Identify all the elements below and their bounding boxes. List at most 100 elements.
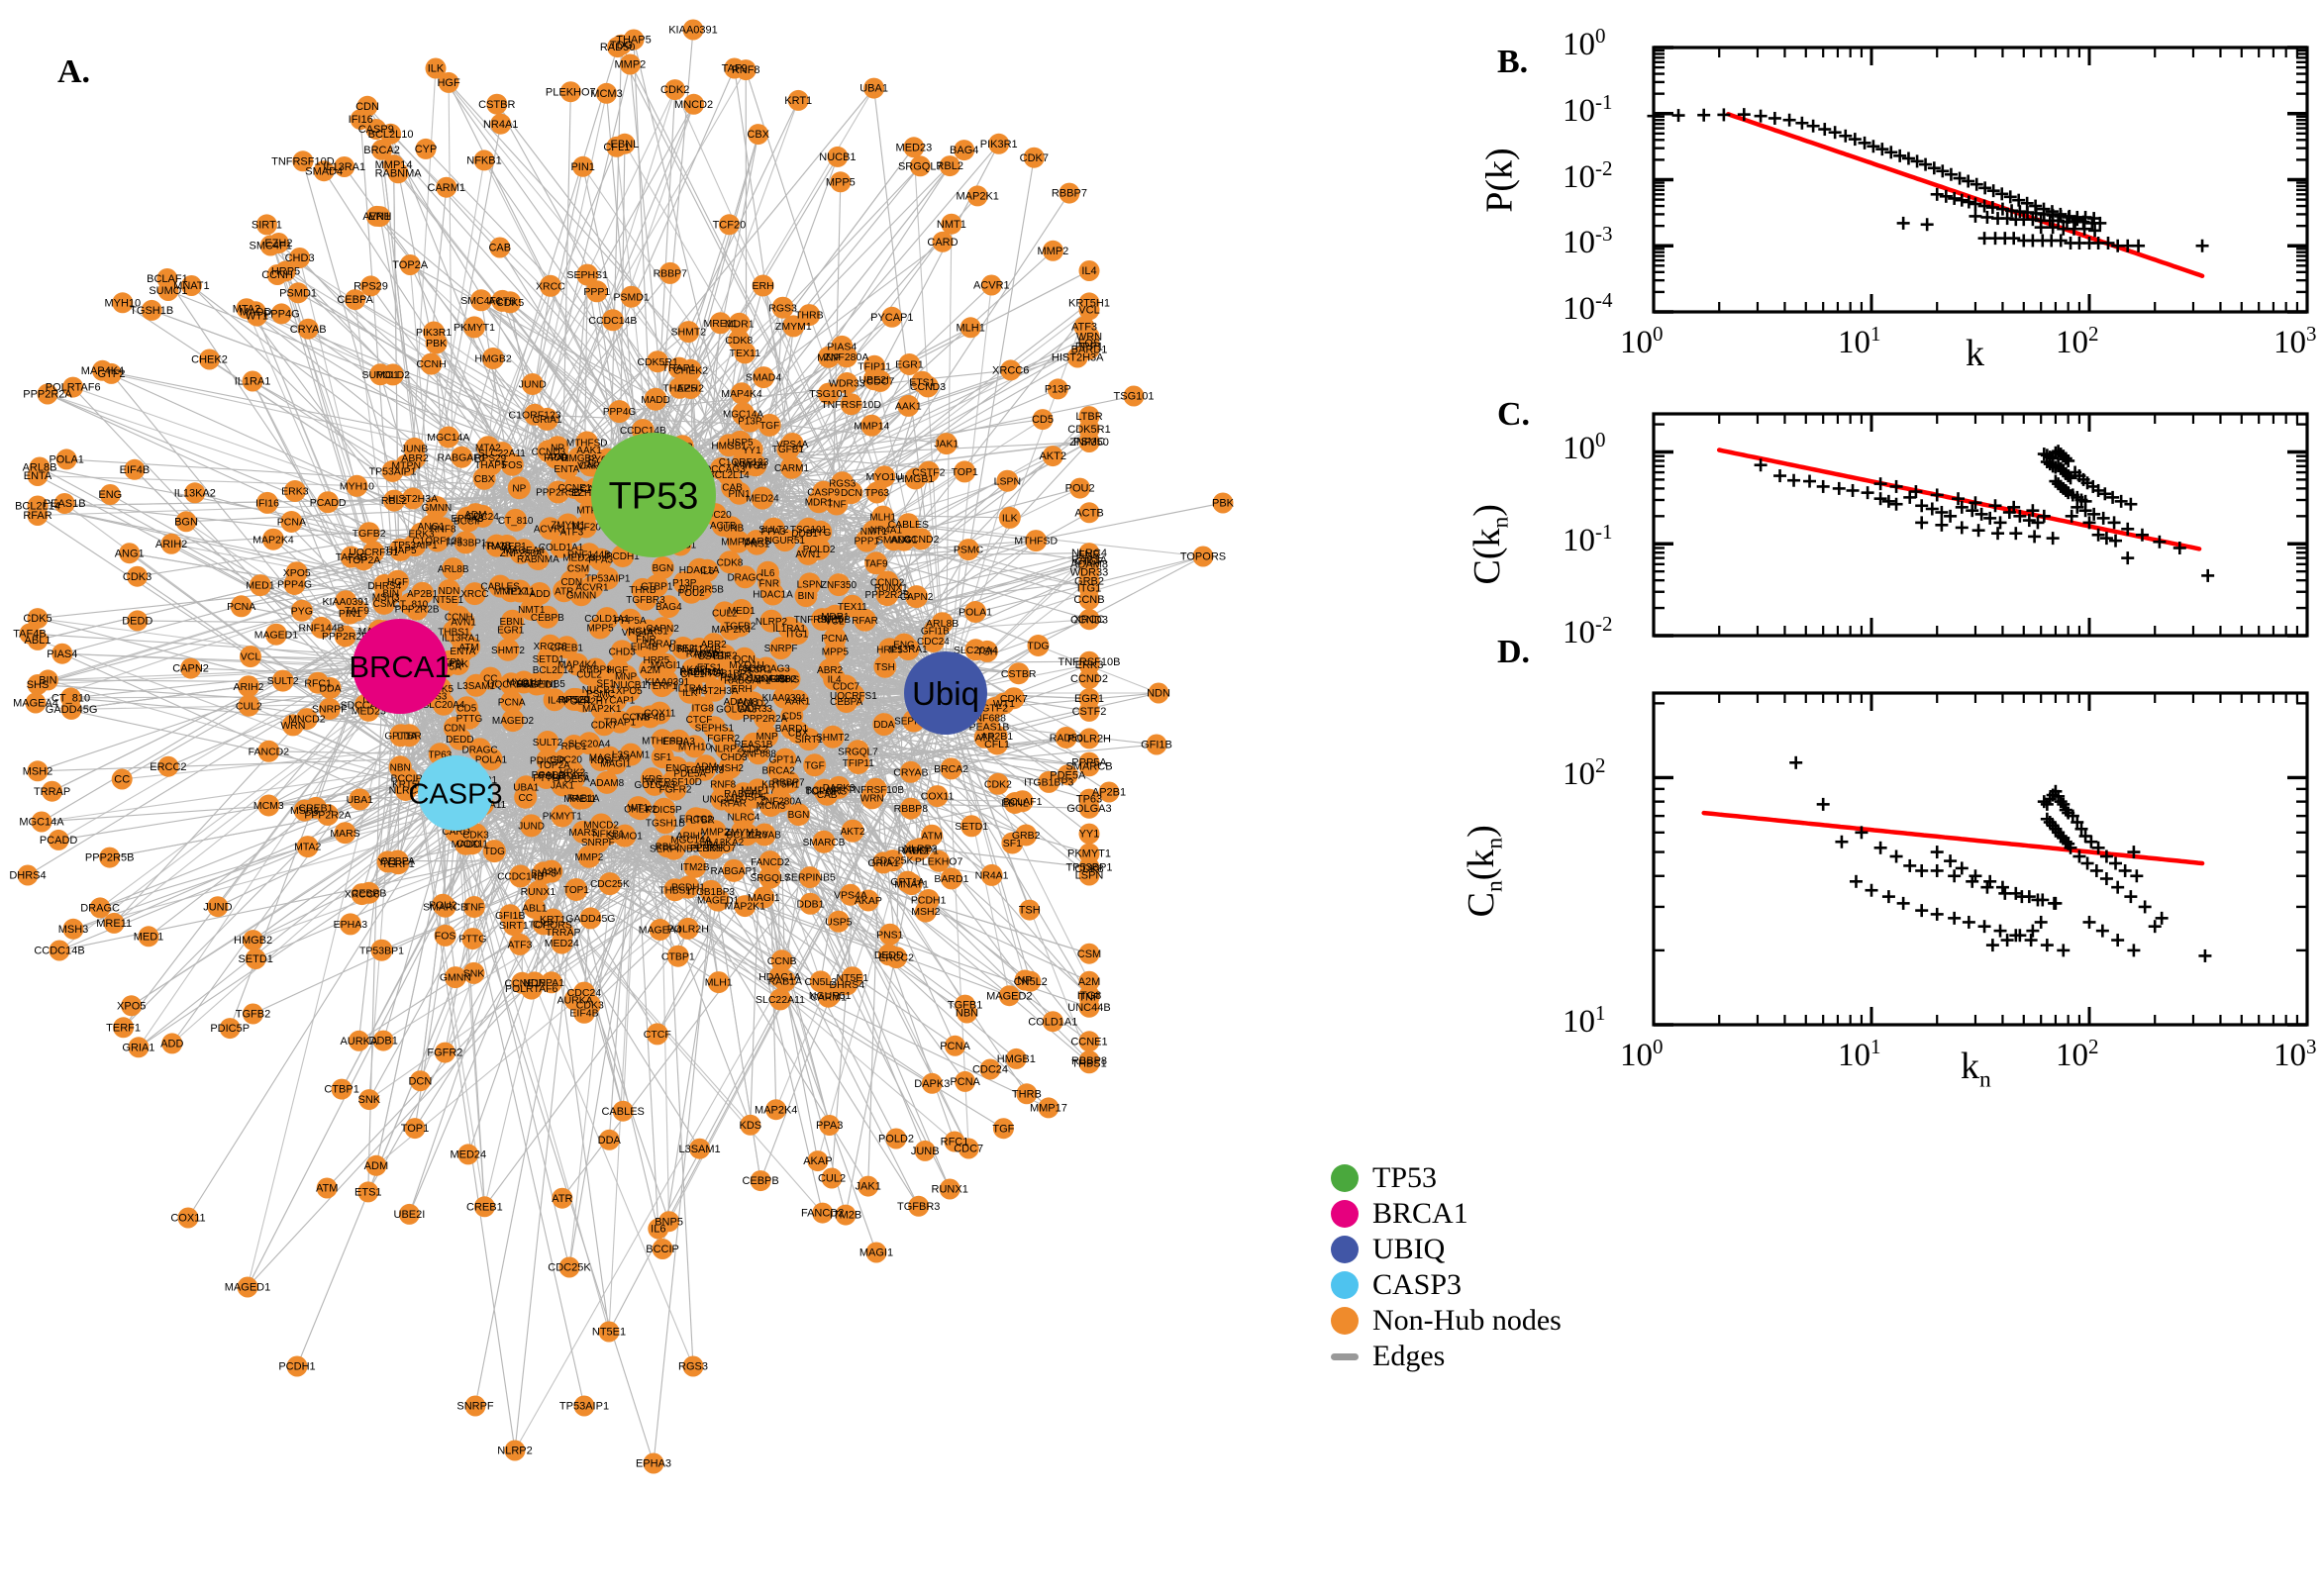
network-node-label: ARL8B bbox=[23, 462, 57, 474]
network-node-label: TGFB2 bbox=[353, 528, 386, 540]
network-node-label: SEPHS1 bbox=[566, 269, 608, 281]
network-node bbox=[349, 788, 371, 811]
network-node bbox=[643, 772, 666, 796]
network-node bbox=[514, 775, 538, 799]
network-node-label: VPS4A bbox=[834, 889, 867, 901]
network-node-label: COX11 bbox=[644, 709, 675, 720]
network-node-label: EGR1 bbox=[1074, 693, 1104, 705]
network-node-label: BAG4 bbox=[950, 145, 978, 156]
network-node-label: CCDC14B bbox=[34, 946, 84, 957]
network-node-label: PPP4G bbox=[603, 407, 637, 418]
network-node bbox=[425, 332, 448, 354]
network-node-label: CDC25K bbox=[590, 879, 630, 890]
network-node bbox=[745, 532, 768, 555]
network-node-label: XRCC6 bbox=[345, 889, 380, 901]
network-node bbox=[709, 312, 732, 335]
network-node-label: ATR bbox=[555, 586, 573, 597]
network-node bbox=[613, 824, 637, 848]
network-node bbox=[847, 751, 870, 774]
network-node-label: MTA2 bbox=[294, 842, 321, 853]
network-node-label: CTBP1 bbox=[324, 1084, 358, 1096]
network-node bbox=[707, 971, 730, 994]
network-node-label: UBA1 bbox=[859, 83, 888, 95]
network-node-label: MED24 bbox=[450, 1149, 486, 1161]
network-node-label: NUCB1 bbox=[582, 685, 616, 696]
network-node bbox=[861, 520, 885, 544]
network-node-label: NT5E1 bbox=[836, 972, 868, 984]
network-node-label: TSG101 bbox=[809, 388, 848, 400]
network-node bbox=[873, 465, 896, 488]
network-node bbox=[875, 570, 899, 594]
network-node bbox=[478, 666, 502, 690]
network-node-label: BGN bbox=[653, 563, 674, 574]
network-node-label: NFKB1 bbox=[466, 155, 501, 167]
network-node bbox=[985, 725, 1008, 748]
network-node bbox=[346, 474, 368, 497]
network-node-label: CCNE1 bbox=[1070, 1036, 1107, 1047]
network-node-label: ACTB bbox=[1074, 507, 1103, 519]
network-node bbox=[743, 737, 766, 760]
network-node-label: TOP1 bbox=[952, 466, 978, 478]
network-node bbox=[699, 879, 723, 903]
network-node bbox=[695, 558, 719, 582]
network-node-label: HIST2H3A bbox=[1052, 352, 1104, 364]
network-node bbox=[539, 274, 561, 297]
network-node-label: MMP2 bbox=[1038, 246, 1069, 257]
network-node bbox=[964, 639, 987, 661]
network-node-label: PPP4G bbox=[263, 309, 300, 321]
network-node-label: PPP2R2A bbox=[304, 810, 351, 822]
network-node bbox=[702, 633, 726, 656]
network-node-label: PPP2R5B bbox=[536, 488, 580, 499]
network-node-label: RBBP8 bbox=[1071, 1055, 1107, 1067]
network-node-label: ATR bbox=[552, 1193, 572, 1205]
legend-item-brca1: BRCA1 bbox=[1331, 1196, 1562, 1232]
network-node bbox=[619, 608, 642, 632]
network-node-label: FGFR2 bbox=[427, 1047, 462, 1059]
network-node bbox=[666, 729, 690, 752]
y-tick-label: 101 bbox=[1563, 1001, 1606, 1040]
network-node-label: MMP17 bbox=[494, 586, 529, 597]
network-node bbox=[523, 896, 546, 919]
network-node-label: XPO5 bbox=[616, 686, 643, 697]
network-node-label: CDC24 bbox=[972, 1064, 1008, 1076]
network-node-label: ILK bbox=[1002, 513, 1018, 525]
network-node-label: EIF4B bbox=[120, 464, 151, 476]
network-node bbox=[827, 910, 850, 933]
network-node-label: PYCAP1 bbox=[870, 312, 913, 324]
network-node-label: DCN bbox=[841, 488, 862, 499]
network-node-label: RAB1A bbox=[567, 793, 600, 804]
network-node-label: GMNN bbox=[440, 972, 471, 984]
network-node bbox=[579, 907, 602, 930]
network-node-label: LSPN bbox=[1075, 870, 1104, 882]
network-node bbox=[555, 636, 578, 659]
network-node bbox=[898, 353, 921, 375]
network-node bbox=[257, 794, 280, 817]
legend-label: Non-Hub nodes bbox=[1372, 1304, 1562, 1337]
network-node-label: DEDD bbox=[122, 616, 152, 628]
network-node-label: CCNB bbox=[1073, 594, 1104, 606]
network-node bbox=[769, 637, 793, 660]
network-node-label: KDS bbox=[739, 1120, 761, 1132]
network-node bbox=[998, 506, 1021, 529]
network-node-label: BRCA2 bbox=[762, 765, 796, 776]
network-node bbox=[727, 530, 750, 553]
network-node bbox=[520, 814, 544, 838]
network-node bbox=[501, 709, 525, 733]
network-node-label: ATM bbox=[316, 1183, 338, 1195]
network-node bbox=[527, 880, 550, 903]
network-node-label: TSG101 bbox=[1114, 391, 1155, 403]
network-node bbox=[926, 785, 949, 808]
network-node-label: PKMYT1 bbox=[543, 812, 582, 823]
network-node bbox=[479, 748, 503, 771]
network-node-label: MMP2 bbox=[734, 460, 762, 471]
network-node-label: PNS1 bbox=[876, 929, 904, 941]
network-node-label: SMARCB bbox=[803, 838, 846, 848]
network-node bbox=[381, 363, 404, 386]
network-node bbox=[404, 447, 427, 469]
network-node-label: NUCB1 bbox=[819, 151, 856, 163]
network-node-label: RABGAP1 bbox=[437, 451, 486, 463]
network-node-label: PPP5A bbox=[614, 616, 647, 627]
network-node bbox=[572, 981, 595, 1004]
network-node-label: LTBR bbox=[1075, 411, 1102, 423]
network-node-label: THBS1 bbox=[659, 885, 692, 896]
